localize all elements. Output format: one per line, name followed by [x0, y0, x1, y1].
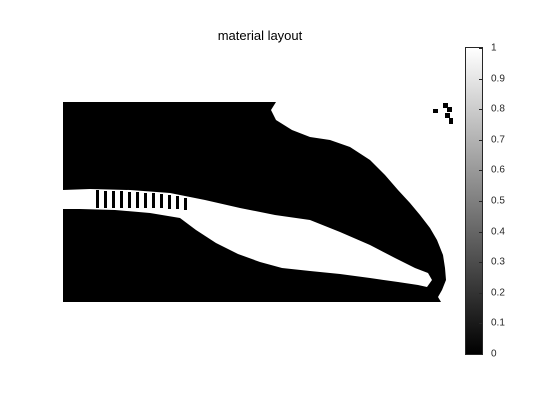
chart-title: material layout — [217, 28, 303, 43]
colorbar-tick-label: 0.8 — [491, 103, 505, 115]
colorbar-tick-label: 0.5 — [491, 195, 505, 207]
material-void-region — [63, 189, 432, 287]
colorbar-tick-mark — [479, 354, 483, 355]
colorbar-tick-mark — [479, 262, 483, 263]
colorbar-tick-mark — [479, 170, 483, 171]
colorbar-tick-label: 0.3 — [491, 256, 505, 268]
colorbar-tick-mark — [479, 109, 483, 110]
colorbar-tick-label: 0.2 — [491, 287, 505, 299]
colorbar-tick-label: 1 — [491, 42, 497, 54]
colorbar-gradient — [466, 48, 482, 354]
isolated-material-specks — [433, 103, 453, 124]
colorbar-tick-label: 0.9 — [491, 73, 505, 85]
colorbar-tick-mark — [479, 323, 483, 324]
colorbar-tick-mark — [479, 293, 483, 294]
colorbar-tick-label: 0.4 — [491, 226, 505, 238]
colorbar-tick-label: 0.7 — [491, 134, 505, 146]
colorbar-tick-mark — [479, 232, 483, 233]
colorbar-tick-label: 0 — [491, 348, 497, 360]
colorbar-tick-label: 0.6 — [491, 164, 505, 176]
channel-striations — [96, 190, 187, 210]
colorbar-tick-mark — [479, 79, 483, 80]
colorbar-tick-mark — [479, 140, 483, 141]
colorbar-tick-label: 0.1 — [491, 317, 505, 329]
colorbar-tick-mark — [479, 48, 483, 49]
colorbar-tick-mark — [479, 201, 483, 202]
